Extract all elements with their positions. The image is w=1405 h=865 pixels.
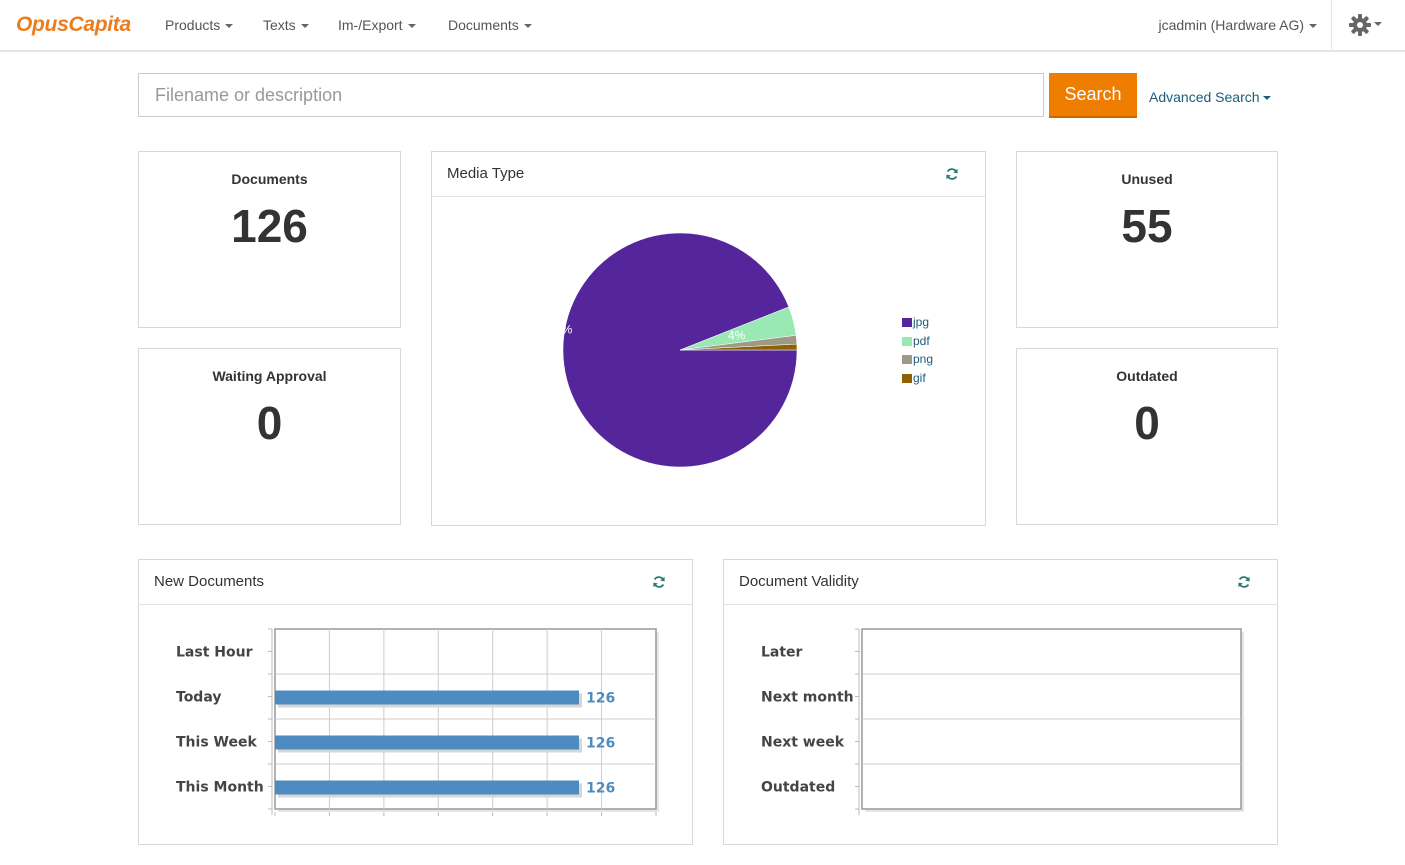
- bar: [275, 780, 579, 795]
- stat-label: Unused: [1121, 171, 1173, 187]
- stat-waiting-approval[interactable]: Waiting Approval 0: [138, 348, 401, 525]
- pie-slice-label-jpg: 94%: [548, 322, 572, 336]
- document-validity-bar-chart: Later Next month Next week Outdated: [761, 628, 1244, 815]
- category-label: This Month: [176, 780, 264, 796]
- nav-texts[interactable]: Texts: [263, 17, 309, 33]
- chevron-down-icon: [225, 24, 234, 29]
- new-documents-panel: New Documents Last Hour Today 126 This Week…: [138, 559, 693, 845]
- bar-value-label: 126: [586, 736, 615, 752]
- legend-label: png: [913, 352, 934, 366]
- nav-documents-label: Documents: [448, 17, 519, 33]
- stat-unused[interactable]: Unused 55: [1016, 151, 1278, 328]
- panel-header: New Documents: [139, 560, 692, 605]
- panel-header: Media Type: [432, 152, 985, 197]
- bar-value-label: 126: [586, 691, 615, 707]
- refresh-icon[interactable]: [945, 167, 959, 181]
- advanced-search-toggle[interactable]: Advanced Search: [1149, 89, 1271, 105]
- category-label: Last Hour: [176, 645, 253, 661]
- user-name: jcadmin (Hardware AG): [1158, 17, 1305, 33]
- category-label: This Week: [176, 735, 257, 751]
- chevron-down-icon: [407, 24, 416, 29]
- search-button[interactable]: Search: [1049, 73, 1137, 118]
- legend-swatch: [902, 355, 912, 364]
- stat-value: 0: [1134, 397, 1160, 449]
- document-validity-panel: Document Validity Later Next month Next we…: [723, 559, 1278, 845]
- legend-swatch: [902, 336, 912, 346]
- category-label: Next month: [761, 690, 854, 706]
- nav-texts-label: Texts: [263, 17, 296, 33]
- pie-slice-gif: [679, 343, 798, 351]
- nav-documents[interactable]: Documents: [448, 17, 532, 33]
- panel-title: Document Validity: [739, 573, 859, 590]
- media-type-panel: Media Type 94% 4% jpg pdf png gif: [431, 151, 986, 526]
- legend-label: gif: [913, 370, 926, 385]
- refresh-icon[interactable]: [1237, 575, 1251, 589]
- bar-value-label: 126: [586, 781, 615, 797]
- stat-documents[interactable]: Documents 126: [138, 151, 401, 328]
- bar: [275, 690, 579, 705]
- category-label: Today: [176, 690, 221, 706]
- nav-products-label: Products: [165, 17, 221, 33]
- nav-im-export[interactable]: Im-/Export: [338, 17, 416, 33]
- chevron-down-icon: [300, 24, 309, 29]
- stat-label: Outdated: [1116, 368, 1178, 384]
- chevron-down-icon: [1374, 22, 1382, 26]
- category-label: Next week: [761, 735, 845, 751]
- category-label: Later: [761, 645, 803, 661]
- top-navbar: OpusCapita Products Texts Im-/Export Doc…: [0, 0, 1405, 52]
- category-label: Outdated: [761, 780, 835, 796]
- advanced-search-label: Advanced Search: [1149, 89, 1260, 105]
- bar: [275, 735, 579, 750]
- stat-outdated[interactable]: Outdated 0: [1016, 348, 1278, 525]
- user-menu[interactable]: jcadmin (Hardware AG): [1158, 17, 1317, 33]
- media-type-pie-chart: 94% 4%: [548, 232, 798, 468]
- new-documents-bar-chart: Last Hour Today 126 This Week 126 This Month 1…: [176, 628, 659, 816]
- panel-title: New Documents: [154, 573, 265, 590]
- legend-swatch: [902, 318, 912, 327]
- legend-swatch: [902, 373, 912, 383]
- panel-title: Media Type: [447, 165, 525, 182]
- stat-label: Waiting Approval: [212, 368, 327, 384]
- legend-label: jpg: [913, 315, 930, 329]
- search-input[interactable]: [138, 73, 1044, 117]
- gear-icon: [1349, 14, 1371, 36]
- chevron-down-icon: [1262, 96, 1271, 101]
- nav-products[interactable]: Products: [165, 17, 234, 33]
- chevron-down-icon: [1309, 24, 1317, 29]
- refresh-icon[interactable]: [652, 575, 666, 589]
- stat-value: 55: [1121, 200, 1173, 252]
- pie-slice-label-pdf: 4%: [728, 328, 746, 342]
- nav-im-export-label: Im-/Export: [338, 17, 403, 33]
- stat-label: Documents: [231, 171, 308, 187]
- chevron-down-icon: [523, 24, 532, 29]
- stat-value: 126: [231, 200, 308, 252]
- settings-menu[interactable]: [1348, 13, 1388, 37]
- nav-divider: [1331, 0, 1332, 50]
- legend-label: pdf: [913, 333, 930, 348]
- brand-logo[interactable]: OpusCapita: [16, 13, 131, 36]
- stat-value: 0: [256, 397, 283, 449]
- panel-header: Document Validity: [724, 560, 1277, 605]
